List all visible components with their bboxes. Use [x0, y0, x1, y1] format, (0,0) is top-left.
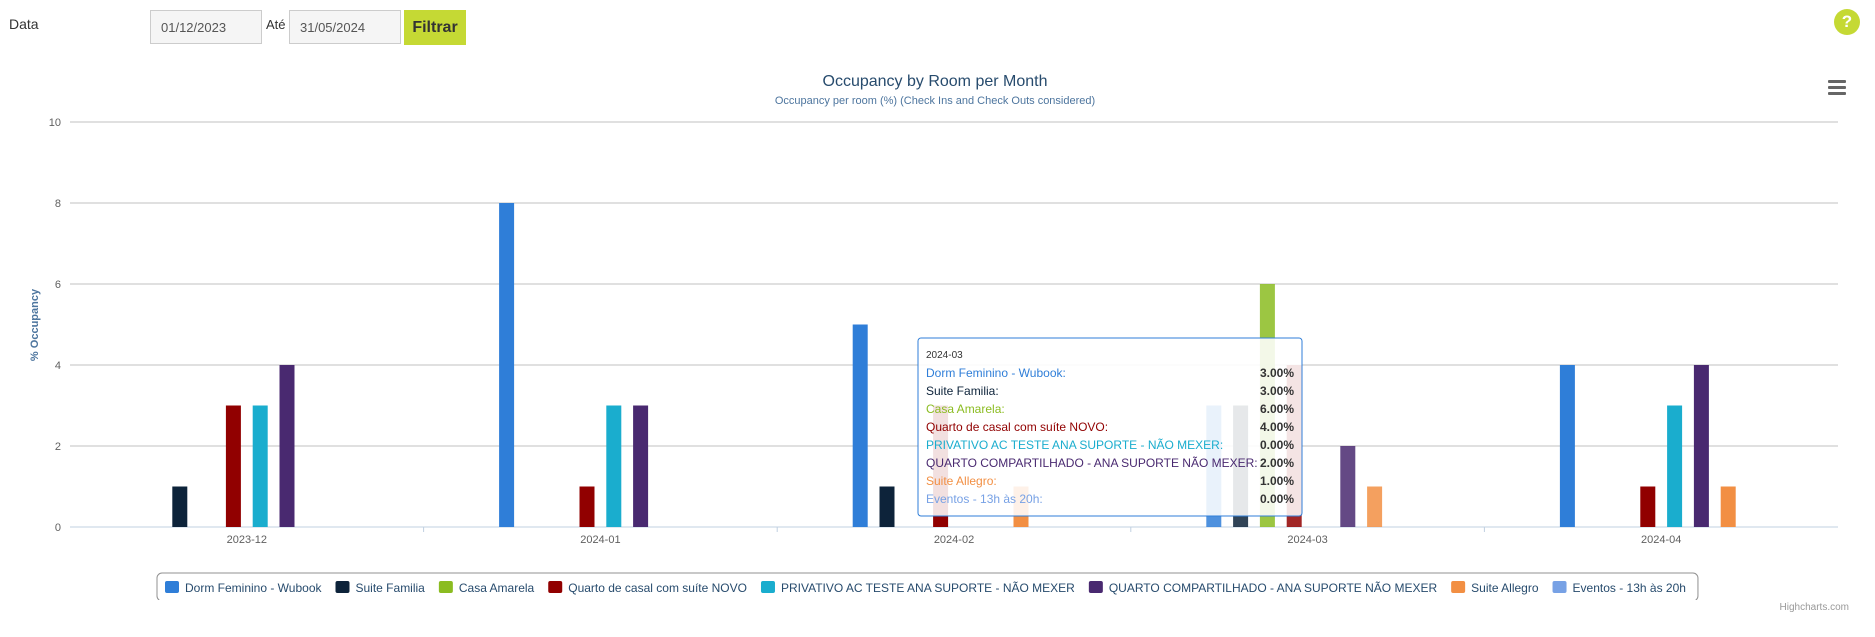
legend-swatch[interactable]	[165, 581, 179, 593]
legend-item[interactable]: Suite Allegro	[1471, 581, 1539, 595]
date-from-input[interactable]	[150, 10, 262, 44]
legend-swatch[interactable]	[760, 581, 775, 593]
legend-swatch[interactable]	[438, 581, 453, 593]
tooltip-row-value: 3.00%	[1260, 384, 1294, 398]
legend: Dorm Feminino - Wubook Suite Familia Casa …	[156, 572, 1699, 600]
legend-item[interactable]: QUARTO COMPARTILHADO - ANA SUPORTE NÃO M…	[1109, 581, 1438, 595]
tooltip-row-label: Eventos - 13h às 20h:	[926, 492, 1043, 506]
filter-button[interactable]: Filtrar	[404, 10, 466, 45]
ate-label: Até	[266, 17, 286, 32]
legend-item[interactable]: PRIVATIVO AC TESTE ANA SUPORTE - NÃO MEX…	[781, 581, 1075, 595]
legend-swatch[interactable]	[1451, 581, 1466, 593]
x-tick-label: 2023-12	[227, 534, 267, 546]
bar[interactable]	[225, 405, 241, 528]
filter-bar: Data Até Filtrar ?	[0, 0, 1875, 56]
tooltip-row-label: QUARTO COMPARTILHADO - ANA SUPORTE NÃO M…	[926, 456, 1258, 470]
bar[interactable]	[879, 486, 895, 528]
tooltip-header: 2024-03	[926, 350, 963, 361]
legend-item[interactable]: Casa Amarela	[459, 581, 535, 595]
tooltip-row-label: Suite Familia:	[926, 384, 999, 398]
chart-credits[interactable]: Highcharts.com	[1779, 602, 1849, 613]
bar[interactable]	[579, 486, 595, 528]
legend-swatch[interactable]	[1552, 581, 1567, 593]
x-tick-label: 2024-03	[1287, 534, 1327, 546]
date-to-input[interactable]	[289, 10, 401, 44]
y-tick-label: 0	[55, 522, 61, 534]
tooltip-row-value: 3.00%	[1260, 366, 1294, 380]
x-tick-label: 2024-02	[934, 534, 974, 546]
legend-item[interactable]: Dorm Feminino - Wubook	[185, 581, 322, 595]
chart-menu-icon[interactable]	[1828, 80, 1846, 96]
bar[interactable]	[633, 405, 649, 528]
y-tick-label: 6	[55, 279, 61, 291]
tooltip-row-value: 0.00%	[1260, 438, 1294, 452]
legend-swatch[interactable]	[548, 581, 563, 593]
bar[interactable]	[499, 203, 515, 527]
chart: Occupancy by Room per Month Occupancy pe…	[29, 73, 1838, 600]
tooltip: 2024-03 Dorm Feminino - Wubook: 3.00% Suite…	[917, 337, 1303, 517]
bar[interactable]	[606, 405, 622, 528]
legend-swatch[interactable]	[1088, 581, 1103, 593]
chart-title: Occupancy by Room per Month	[823, 73, 1048, 90]
bar[interactable]	[279, 365, 295, 527]
help-icon[interactable]: ?	[1834, 9, 1860, 35]
bar[interactable]	[172, 486, 188, 528]
legend-item[interactable]: Quarto de casal com suíte NOVO	[568, 581, 747, 595]
bar[interactable]	[1640, 486, 1656, 528]
y-axis-label: % Occupancy	[29, 288, 41, 361]
legend-box	[156, 572, 1699, 600]
bar[interactable]	[252, 405, 268, 528]
x-axis-ticks: 2023-12 2024-01 2024-02 2024-03 2024-04	[227, 527, 1681, 546]
bar[interactable]	[1693, 365, 1709, 527]
tooltip-row-label: Suite Allegro:	[926, 474, 997, 488]
bar[interactable]	[1367, 486, 1383, 528]
x-tick-label: 2024-04	[1641, 534, 1681, 546]
tooltip-box	[917, 337, 1303, 517]
tooltip-row-value: 0.00%	[1260, 492, 1294, 506]
date-label: Data	[9, 16, 39, 32]
bar[interactable]	[1340, 446, 1356, 527]
y-tick-label: 4	[55, 360, 61, 372]
y-tick-label: 8	[55, 198, 61, 210]
bar[interactable]	[1667, 405, 1683, 528]
bar[interactable]	[1720, 486, 1736, 528]
x-tick-label: 2024-01	[580, 534, 620, 546]
tooltip-row-label: Casa Amarela:	[926, 402, 1005, 416]
tooltip-row-label: PRIVATIVO AC TESTE ANA SUPORTE - NÃO MEX…	[926, 438, 1223, 452]
legend-item[interactable]: Eventos - 13h às 20h	[1573, 581, 1686, 595]
bar[interactable]	[1559, 365, 1575, 527]
tooltip-row-value: 1.00%	[1260, 474, 1294, 488]
y-tick-label: 10	[49, 117, 61, 129]
tooltip-row-value: 4.00%	[1260, 420, 1294, 434]
tooltip-row-label: Dorm Feminino - Wubook:	[926, 366, 1066, 380]
legend-item[interactable]: Suite Familia	[356, 581, 426, 595]
legend-swatch[interactable]	[335, 581, 350, 593]
tooltip-row-value: 2.00%	[1260, 456, 1294, 470]
bar[interactable]	[852, 324, 868, 528]
tooltip-row-value: 6.00%	[1260, 402, 1294, 416]
tooltip-row-label: Quarto de casal com suíte NOVO:	[926, 420, 1108, 434]
chart-subtitle: Occupancy per room (%) (Check Ins and Ch…	[775, 95, 1095, 107]
y-tick-label: 2	[55, 441, 61, 453]
